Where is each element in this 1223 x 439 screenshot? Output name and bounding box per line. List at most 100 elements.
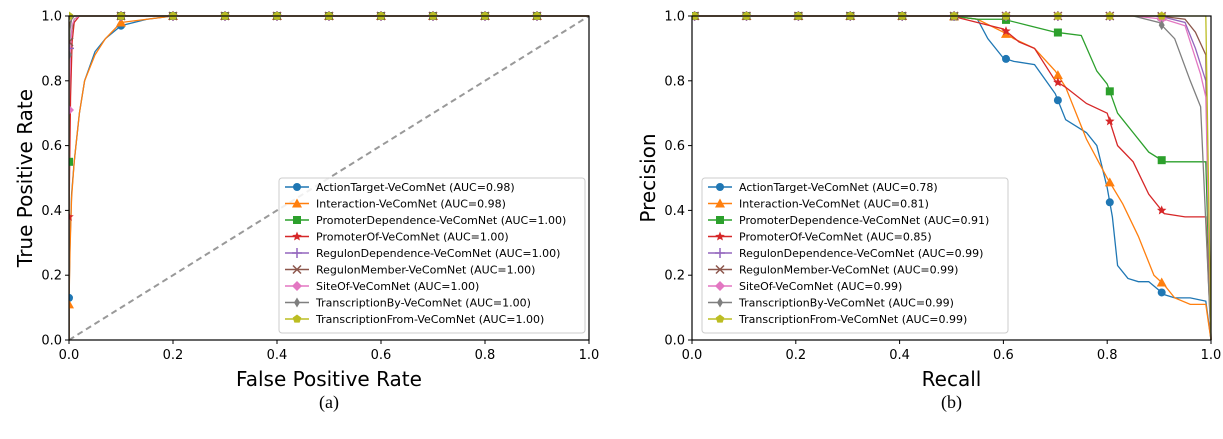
pr-legend-marker	[717, 297, 723, 308]
roc-legend-entry: TranscriptionBy-VeComNet (AUC=1.00)	[315, 297, 531, 310]
roc-data-point	[69, 211, 74, 221]
roc-data-point	[69, 43, 74, 54]
pr-series-markers-7	[692, 11, 1165, 31]
roc-legend-marker	[292, 264, 302, 275]
pr-series-markers-8	[692, 11, 1166, 20]
roc-x-tick-label: 0.4	[267, 348, 288, 363]
roc-legend-entry: PromoterDependence-VeComNet (AUC=1.00)	[316, 214, 566, 227]
roc-panel: 0.0 0.2 0.4 0.6 0.8 1.0 0.0 0.2 0.4 0.6 0.8 1.0 Fa…	[13, 10, 599, 414]
pr-data-point	[1053, 28, 1062, 37]
pr-panel: 0.0 0.2 0.4 0.6 0.8 1.0 0.0 0.2 0.4 0.6 0.8 1.0 Re…	[636, 10, 1221, 414]
roc-x-tick-label: 0.0	[59, 348, 80, 363]
roc-data-point	[69, 293, 73, 302]
roc-data-point	[69, 157, 73, 166]
roc-data-point	[69, 49, 72, 60]
roc-legend-marker	[293, 183, 301, 191]
roc-legend-marker	[292, 281, 302, 291]
roc-legend-box	[278, 177, 586, 334]
pr-legend: ActionTarget-VeComNet (AUC=0.78) Interact…	[701, 177, 1009, 334]
pr-y-axis-label: Precision	[636, 133, 660, 222]
roc-plot-area	[68, 11, 590, 341]
roc-y-tick-label: 1.0	[41, 10, 62, 25]
pr-legend-marker	[715, 248, 725, 258]
roc-legend-entry: SiteOf-VeComNet (AUC=1.00)	[316, 280, 479, 293]
roc-legend-marker	[292, 314, 302, 323]
pr-legend-marker	[716, 183, 724, 191]
pr-data-point	[1053, 96, 1062, 105]
roc-y-tick-label: 0.6	[41, 139, 62, 154]
pr-plot-area	[691, 11, 1212, 341]
pr-legend-marker	[716, 216, 724, 224]
roc-legend-marker	[294, 297, 300, 308]
chance-diagonal-line	[69, 15, 590, 341]
roc-legend-entry: ActionTarget-VeComNet (AUC=0.98)	[316, 181, 515, 194]
roc-x-tick-label: 0.6	[371, 348, 392, 363]
roc-x-tick-label: 0.8	[475, 348, 496, 363]
pr-x-tick-label: 0.2	[785, 348, 806, 363]
roc-legend: ActionTarget-VeComNet (AUC=0.98) Interact…	[278, 177, 586, 334]
pr-legend-entry: RegulonDependence-VeComNet (AUC=0.99)	[739, 247, 983, 260]
roc-legend-marker	[293, 216, 301, 224]
pr-y-ticks: 0.0 0.2 0.4 0.6 0.8 1.0	[664, 10, 692, 349]
roc-caption: (a)	[319, 392, 339, 413]
pr-x-tick-label: 0.6	[993, 348, 1014, 363]
roc-y-tick-label: 0.8	[41, 74, 62, 89]
pr-x-tick-label: 0.0	[682, 348, 703, 363]
pr-y-tick-label: 1.0	[664, 10, 685, 25]
roc-data-point	[69, 104, 74, 115]
roc-legend-marker	[292, 248, 302, 258]
roc-legend-marker	[292, 231, 302, 241]
pr-series-line-1	[692, 15, 1212, 341]
pr-data-point	[1156, 277, 1167, 287]
pr-series-markers-2	[692, 12, 1166, 165]
roc-x-axis-label: False Positive Rate	[236, 367, 422, 391]
roc-y-tick-label: 0.4	[41, 204, 62, 219]
pr-x-tick-label: 0.4	[889, 348, 910, 363]
pr-legend-marker	[715, 198, 725, 208]
pr-caption: (b)	[941, 392, 962, 413]
roc-series-markers-6	[69, 11, 542, 115]
roc-series-markers-2	[69, 12, 541, 166]
pr-data-point	[1001, 54, 1010, 63]
roc-legend-entry: RegulonMember-VeComNet (AUC=1.00)	[316, 264, 535, 277]
pr-legend-entry: TranscriptionBy-VeComNet (AUC=0.99)	[738, 297, 954, 310]
roc-legend-entry: TranscriptionFrom-VeComNet (AUC=1.00)	[315, 313, 544, 326]
pr-data-point	[1104, 177, 1115, 187]
roc-series-markers-5	[69, 11, 542, 47]
roc-data-point	[69, 299, 74, 309]
pr-series-line-0	[692, 15, 1212, 341]
roc-x-tick-label: 0.2	[163, 348, 184, 363]
roc-x-tick-label: 1.0	[579, 348, 600, 363]
pr-legend-entry: RegulonMember-VeComNet (AUC=0.99)	[739, 264, 958, 277]
pr-axes-frame	[691, 15, 1212, 341]
pr-legend-entry: SiteOf-VeComNet (AUC=0.99)	[739, 280, 902, 293]
pr-data-point	[1105, 116, 1115, 126]
roc-y-tick-label: 0.2	[41, 269, 62, 284]
pr-data-point	[1001, 26, 1011, 36]
pr-legend-entry: Interaction-VeComNet (AUC=0.81)	[739, 198, 929, 211]
pr-legend-entry: TranscriptionFrom-VeComNet (AUC=0.99)	[738, 313, 967, 326]
pr-legend-entry: ActionTarget-VeComNet (AUC=0.78)	[739, 181, 938, 194]
pr-x-ticks: 0.0 0.2 0.4 0.6 0.8 1.0	[682, 340, 1222, 363]
roc-axes-frame	[68, 15, 590, 341]
roc-data-point	[69, 37, 74, 47]
pr-y-tick-label: 0.2	[664, 269, 685, 284]
pr-y-tick-label: 0.0	[664, 334, 685, 349]
pr-x-tick-label: 1.0	[1201, 348, 1222, 363]
pr-legend-entry: PromoterDependence-VeComNet (AUC=0.91)	[739, 214, 989, 227]
pr-data-point	[1157, 288, 1166, 297]
pr-series-line-3	[692, 15, 1212, 341]
pr-y-tick-label: 0.6	[664, 139, 685, 154]
pr-series-line-2	[692, 15, 1212, 341]
pr-y-tick-label: 0.8	[664, 74, 685, 89]
pr-legend-marker	[715, 281, 725, 291]
pr-data-point	[1105, 87, 1114, 96]
pr-data-point	[1156, 205, 1167, 215]
roc-y-axis-label: True Positive Rate	[13, 89, 37, 268]
roc-y-tick-label: 0.0	[41, 334, 62, 349]
roc-legend-entry: Interaction-VeComNet (AUC=0.98)	[316, 198, 506, 211]
pr-legend-entry: PromoterOf-VeComNet (AUC=0.85)	[739, 231, 932, 244]
pr-legend-box	[701, 177, 1009, 334]
pr-legend-marker	[715, 231, 725, 241]
